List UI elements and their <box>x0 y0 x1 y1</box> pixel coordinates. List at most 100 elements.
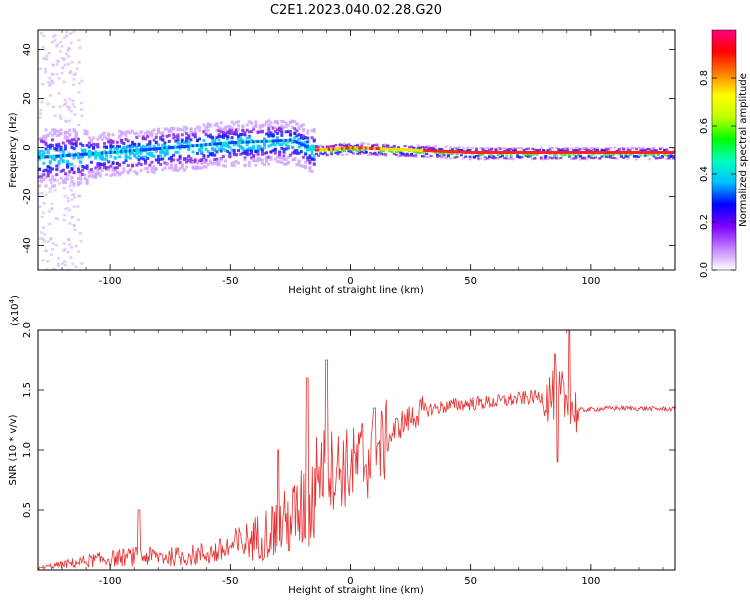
spectrogram-cell <box>226 144 230 148</box>
spectrogram-cell <box>59 169 63 173</box>
spectrogram-cell <box>494 156 498 160</box>
spectrogram-cell <box>282 154 286 158</box>
spectrogram-cell <box>291 151 295 155</box>
spectrogram-cell <box>60 45 64 48</box>
spectrogram-cell <box>615 157 619 160</box>
spectrogram-cell <box>50 175 54 179</box>
y-tick-label: 0.5 <box>22 502 33 518</box>
spectrogram-cell <box>189 138 193 142</box>
spectrogram-cell <box>297 137 301 141</box>
spectrogram-core <box>531 150 535 154</box>
spectrogram-cell <box>144 161 148 165</box>
spectrogram-cell <box>245 136 249 140</box>
spectrogram-core <box>373 146 377 150</box>
spectrogram-cell <box>56 43 60 46</box>
spectrogram-cell <box>128 152 132 156</box>
spectrogram-cell <box>414 154 418 157</box>
spectrogram-cell <box>76 170 80 174</box>
spectrogram-cell <box>427 156 431 159</box>
spectrogram-cell <box>496 157 500 160</box>
spectrogram-cell <box>71 99 75 103</box>
spectrogram-cell <box>524 153 528 157</box>
spectrogram-cell <box>475 149 479 152</box>
x-tick-label: -100 <box>99 576 122 587</box>
spectrogram-cell <box>46 172 50 176</box>
spectrogram-cell <box>254 120 258 124</box>
spectrogram-cell <box>50 144 54 148</box>
spectrogram-core <box>431 149 435 153</box>
spectrogram-cell <box>650 153 654 156</box>
spectrogram-cell <box>269 150 273 154</box>
spectrogram-cell <box>63 36 67 39</box>
spectrogram-cell <box>442 154 446 157</box>
spectrogram-cell <box>293 132 297 136</box>
spectrogram-cell <box>213 140 217 144</box>
spectrogram-cell <box>446 153 450 156</box>
spectrogram-cell <box>39 32 43 35</box>
spectrogram-cell <box>258 130 262 134</box>
spectrogram-core <box>513 150 517 154</box>
spectrogram-cell <box>371 145 375 148</box>
spectrogram-cell <box>57 147 61 150</box>
spectrogram-cell <box>61 66 65 69</box>
spectrogram-cell <box>611 156 615 160</box>
spectrogram-core <box>208 142 212 146</box>
spectrogram-cell <box>230 126 234 130</box>
spectrogram-cell <box>94 154 98 158</box>
spectrogram-cell <box>126 145 130 149</box>
spectrogram-cell <box>53 147 57 151</box>
spectrogram-cell <box>258 126 262 130</box>
spectrogram-cell <box>70 198 74 201</box>
spectrogram-core <box>98 151 102 155</box>
spectrogram-cell <box>198 128 202 132</box>
spectrogram-cell <box>228 145 232 149</box>
spectrogram-cell <box>585 148 589 151</box>
spectrogram-cell <box>57 256 61 260</box>
spectrogram-cell <box>43 233 47 236</box>
spectrogram-cell <box>46 102 50 106</box>
spectrogram-cell <box>68 222 72 225</box>
spectrogram-core <box>507 150 511 154</box>
spectrogram-cell <box>98 135 102 139</box>
spectrogram-core <box>262 139 266 143</box>
spectrogram-cell <box>425 146 429 149</box>
spectrogram-cell <box>53 131 57 135</box>
spectrogram-cell <box>139 151 143 155</box>
spectrogram-cell <box>500 147 504 150</box>
spectrogram-cell <box>120 147 124 151</box>
spectrogram-cell <box>559 149 563 152</box>
snr-line <box>38 330 675 570</box>
spectrogram-cell <box>50 138 54 142</box>
spectrogram-core <box>446 149 450 153</box>
spectrogram-cell <box>176 138 180 142</box>
spectrogram-cell <box>185 136 189 140</box>
spectrogram-cell <box>451 152 455 155</box>
spectrogram-cell <box>202 153 206 157</box>
spectrogram-cell <box>671 147 675 150</box>
spectrogram-cell <box>548 148 552 151</box>
spectrogram-cell <box>182 168 186 172</box>
spectrogram-cell <box>96 137 100 141</box>
spectrogram-core <box>390 147 394 151</box>
spectrogram-cell <box>559 156 563 160</box>
spectrogram-cell <box>69 32 73 35</box>
spectrogram-cell <box>366 143 370 146</box>
spectrogram-core <box>457 150 461 154</box>
spectrogram-cell <box>416 151 420 155</box>
spectrogram-cell <box>362 142 366 145</box>
spectrogram-core <box>85 152 89 156</box>
spectrogram-core <box>598 150 602 154</box>
spectrogram-cell <box>578 148 582 151</box>
spectrogram-cell <box>260 158 264 162</box>
spectrogram-cell <box>204 127 208 131</box>
spectrogram-cell <box>141 155 145 159</box>
spectrogram-cell <box>239 152 243 156</box>
x-tick-label: -100 <box>99 276 122 287</box>
spectrogram-cell <box>520 147 524 150</box>
spectrogram-cell <box>213 123 217 127</box>
spectrogram-core <box>388 147 392 151</box>
spectrogram-core <box>213 142 217 146</box>
spectrogram-cell <box>312 145 316 149</box>
spectrogram-core <box>535 150 539 154</box>
spectrogram-cell <box>105 154 109 158</box>
